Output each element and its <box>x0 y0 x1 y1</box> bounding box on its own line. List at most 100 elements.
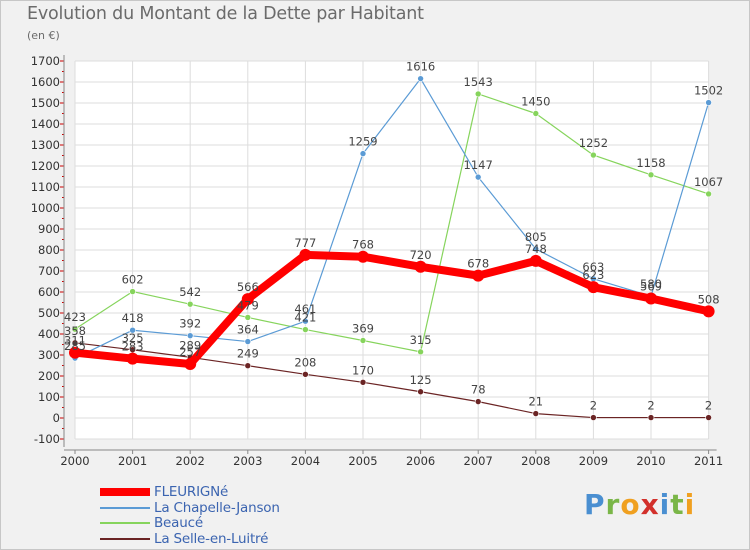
chart-title: Evolution du Montant de la Dette par Hab… <box>27 4 424 24</box>
data-label: 285 <box>64 339 86 353</box>
series-point-3 <box>474 398 482 405</box>
data-label: 423 <box>64 310 86 324</box>
series-point-2 <box>71 325 79 333</box>
data-label: 461 <box>294 302 316 316</box>
series-point-3 <box>417 388 424 396</box>
x-tick-label: 2009 <box>579 454 608 468</box>
chart-subtitle: (en €) <box>27 29 60 42</box>
data-label: 777 <box>294 236 316 250</box>
series-point-2 <box>647 171 655 179</box>
data-label: 768 <box>352 238 374 252</box>
data-label: 2 <box>705 399 712 413</box>
data-label: 421 <box>294 311 316 325</box>
legend-swatch <box>100 522 150 524</box>
series-point-3 <box>532 410 540 417</box>
logo-letter: x <box>640 488 660 521</box>
data-label: 257 <box>179 345 201 359</box>
data-label: 208 <box>294 355 316 369</box>
legend-item: FLEURIGNé <box>100 484 400 501</box>
x-tick-label: 2008 <box>521 454 550 468</box>
series-point-0 <box>357 250 369 263</box>
y-tick-label: -100 <box>34 432 60 446</box>
series-point-2 <box>590 151 597 159</box>
y-tick-label: 1600 <box>31 75 60 89</box>
data-label: 479 <box>237 298 259 312</box>
series-point-1 <box>244 338 252 345</box>
y-tick-label: 300 <box>38 348 60 362</box>
series-point-1 <box>705 99 712 106</box>
data-label: 566 <box>237 280 259 294</box>
proxiti-logo: Proxiti <box>584 488 695 521</box>
series-point-0 <box>702 305 715 318</box>
series-point-1 <box>302 317 309 325</box>
data-label: 1158 <box>636 156 665 170</box>
y-tick-label: 200 <box>38 369 60 383</box>
series-point-2 <box>359 337 367 344</box>
data-label: 78 <box>471 383 486 397</box>
y-tick-label: 0 <box>53 411 60 425</box>
legend-swatch <box>100 537 150 540</box>
data-label: 358 <box>64 324 86 338</box>
series-point-0 <box>645 292 657 305</box>
series-point-3 <box>705 414 712 421</box>
data-label: 325 <box>122 331 144 345</box>
data-label: 311 <box>64 334 86 348</box>
y-tick-label: 800 <box>38 243 60 257</box>
data-label: 249 <box>237 347 259 361</box>
series-point-2 <box>705 190 712 198</box>
y-tick-label: 1300 <box>31 138 60 152</box>
y-tick-label: 500 <box>38 306 60 320</box>
series-point-2 <box>244 314 252 321</box>
series-point-2 <box>186 300 194 308</box>
data-label: 2 <box>590 399 597 413</box>
logo-letter: r <box>605 488 621 521</box>
series-point-3 <box>244 362 252 370</box>
legend-swatch <box>100 488 150 496</box>
data-label: 21 <box>528 395 543 409</box>
data-label: 623 <box>582 268 604 282</box>
series-point-1 <box>359 150 367 157</box>
logo-letter: o <box>620 488 641 521</box>
x-tick-label: 2004 <box>291 454 320 468</box>
y-tick-label: 1000 <box>31 201 60 215</box>
data-label: 369 <box>352 322 374 336</box>
y-tick-label: 100 <box>38 390 60 404</box>
y-tick-label: 600 <box>38 285 60 299</box>
series-point-0 <box>126 352 139 365</box>
legend-label: Beaucé <box>154 515 203 531</box>
logo-letter: i <box>684 488 696 521</box>
series-point-2 <box>417 348 424 356</box>
series-point-0 <box>69 346 81 359</box>
legend-item: La Chapelle-Janson <box>100 500 400 517</box>
y-tick-label: 700 <box>38 264 60 278</box>
data-label: 542 <box>179 285 201 299</box>
series-point-0 <box>299 248 312 261</box>
series-point-0 <box>529 254 542 267</box>
legend-item: Beaucé <box>100 515 400 532</box>
series-point-3 <box>647 414 655 421</box>
legend-label: La Selle-en-Luitré <box>154 530 269 547</box>
data-label: 678 <box>467 257 489 271</box>
logo-letter: P <box>584 488 606 521</box>
series-point-1 <box>474 173 482 181</box>
x-tick-label: 2003 <box>233 454 262 468</box>
legend-item: La Selle-en-Luitré <box>100 530 400 548</box>
y-tick-label: 900 <box>38 222 60 236</box>
data-label: 315 <box>410 333 432 347</box>
data-label: 125 <box>410 373 432 387</box>
data-label: 1616 <box>406 60 435 74</box>
data-label: 289 <box>179 338 201 352</box>
data-label: 508 <box>698 292 720 306</box>
data-label: 1147 <box>464 158 493 172</box>
series-point-0 <box>414 260 427 273</box>
data-label: 418 <box>122 311 144 325</box>
series-point-3 <box>302 371 309 378</box>
series-point-0 <box>241 293 254 306</box>
series-line-1 <box>74 78 710 359</box>
data-label: 170 <box>352 363 374 377</box>
data-label: 392 <box>179 317 201 331</box>
x-tick-label: 2005 <box>348 454 377 468</box>
series-line-3 <box>74 342 710 419</box>
data-label: 1502 <box>694 84 723 98</box>
legend-swatch <box>100 506 150 509</box>
